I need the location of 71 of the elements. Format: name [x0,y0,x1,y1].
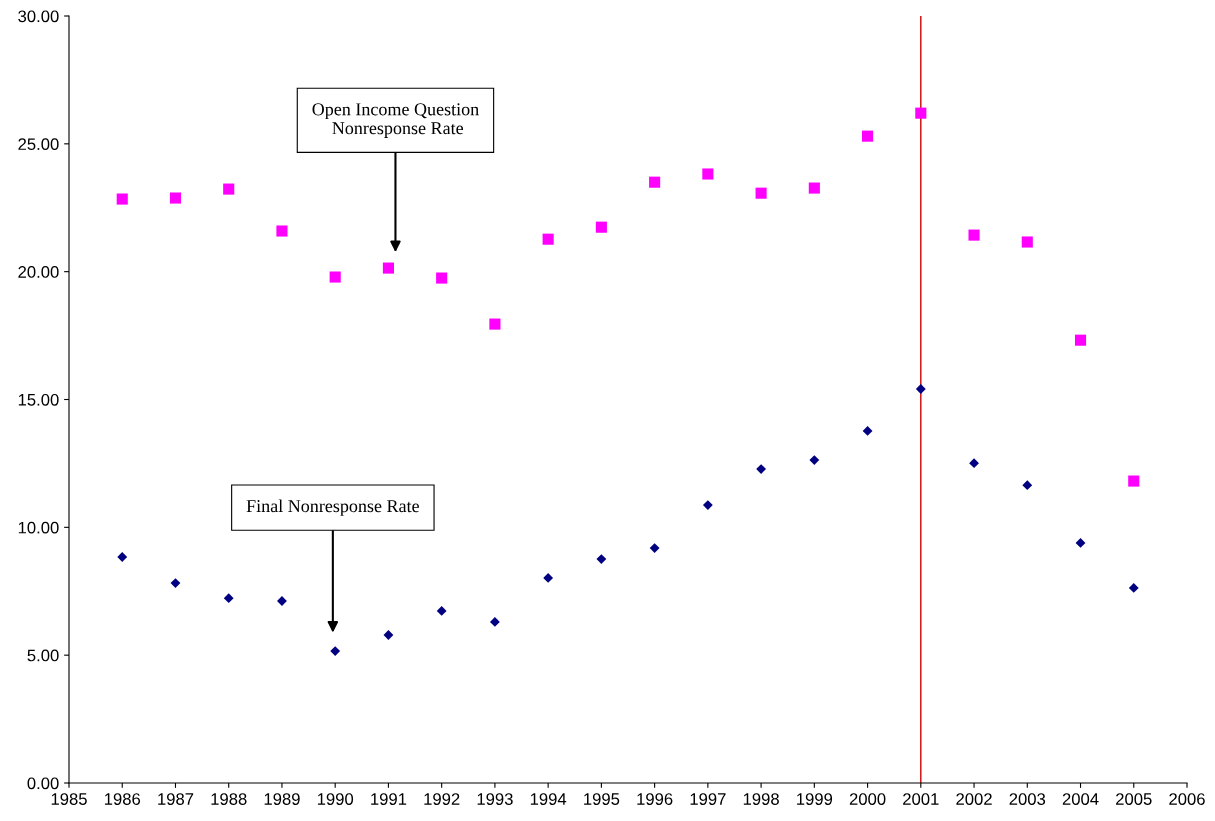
point [702,500,713,510]
point [1128,583,1139,593]
annotation: Open Income Question Nonresponse Rate [312,103,479,138]
point [649,176,661,188]
y-tick-label: 0.00 [27,777,59,790]
point [702,168,714,180]
y-tick-label: 10.00 [18,521,59,534]
x-tick-label: 1994 [530,793,567,805]
point [755,187,767,199]
point [649,543,660,553]
point [1022,480,1033,491]
point [808,182,820,194]
x-tick-label: 1985 [51,793,87,805]
x-tick-label: 1990 [317,793,354,805]
point [968,229,980,241]
point [596,554,607,564]
x-tick-label: 2006 [1169,793,1205,805]
point [169,192,182,204]
point [1075,538,1086,548]
x-tick-label: 2005 [1116,793,1152,805]
point [170,578,181,588]
point [1021,236,1033,248]
point [542,233,554,245]
point [595,221,607,233]
point [117,552,128,562]
point [915,384,926,394]
y-tick-label: 30.00 [18,10,59,23]
x-tick-label: 2000 [849,793,886,805]
annotation: Final Nonresponse Rate [246,499,419,516]
x-tick-label: 1997 [690,793,726,805]
point [382,262,394,274]
x-tick-label: 2003 [1009,793,1046,805]
point [915,107,927,119]
point [276,225,288,237]
point [489,617,500,627]
point [756,464,767,474]
y-tick-label: 20.00 [18,266,59,278]
x-tick-label: 1988 [211,793,247,805]
point [223,593,234,604]
point [383,630,394,640]
point [862,426,873,436]
point [969,458,979,469]
point [330,646,341,656]
point [1128,475,1140,487]
x-tick-label: 1989 [264,793,300,805]
x-tick-label: 1986 [104,793,141,805]
point [436,272,448,284]
x-tick-label: 1996 [637,793,673,805]
y-tick-label: 15.00 [18,393,59,406]
point [329,271,341,283]
point [543,573,554,583]
point [489,318,501,330]
y-tick-label: 25.00 [18,138,59,151]
x-tick-label: 1995 [584,793,620,805]
point [223,183,235,195]
point [436,606,447,616]
point [277,596,287,606]
x-tick-label: 1991 [371,793,407,805]
x-tick-label: 2002 [956,793,992,805]
point [1074,334,1087,346]
x-tick-label: 1998 [743,793,779,805]
x-tick-label: 1987 [158,793,194,805]
point [809,455,820,465]
x-tick-label: 2004 [1062,793,1099,805]
x-tick-label: 1999 [797,793,833,805]
point [862,130,874,142]
x-tick-label: 2001 [903,793,939,805]
y-tick-label: 5.00 [27,649,59,662]
x-tick-label: 1992 [424,793,460,805]
x-tick-label: 1993 [477,793,513,805]
point [116,193,128,205]
